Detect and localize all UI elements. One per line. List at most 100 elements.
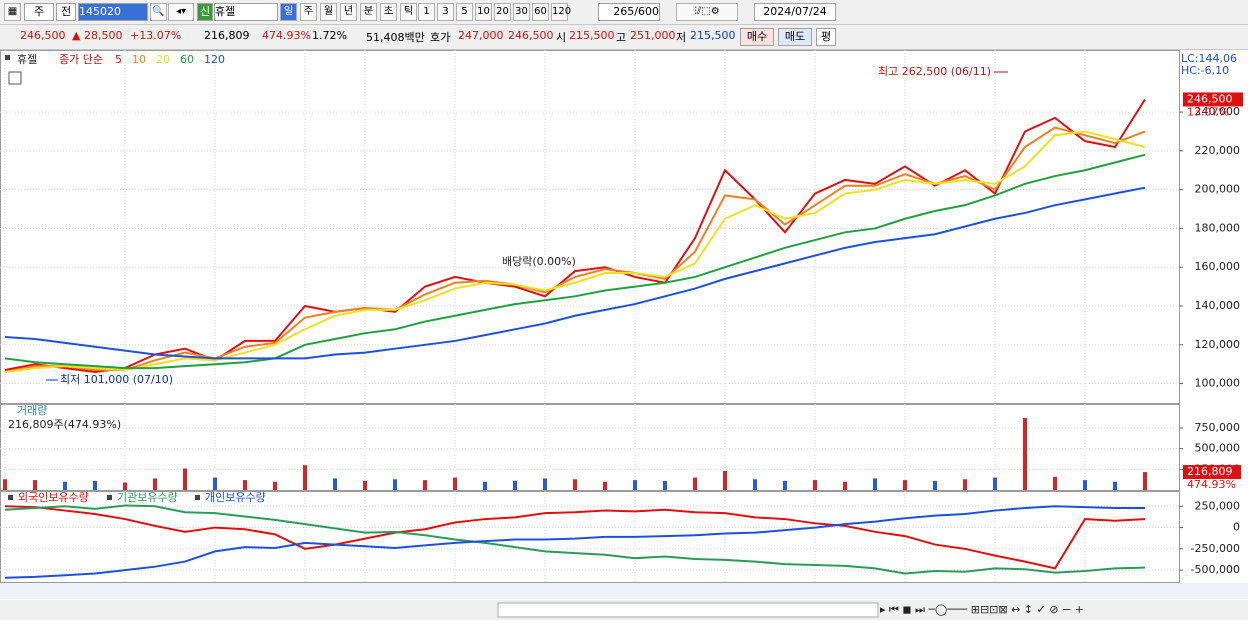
volume-bar: [363, 480, 367, 490]
period-tab[interactable]: 주: [300, 3, 317, 21]
series-line: [4, 153, 1146, 370]
y-tick-label: 240,000: [1195, 105, 1241, 118]
chart-area: 2023/0608091011122024/0102030405060707/2…: [0, 50, 1248, 621]
volume-bar: [153, 478, 157, 490]
interval-tab[interactable]: 5: [456, 3, 473, 21]
interval-tab[interactable]: 1: [418, 3, 435, 21]
volume-bar: [1053, 476, 1057, 490]
period-tab[interactable]: 월: [320, 3, 337, 21]
y-tick-label: 160,000: [1195, 260, 1241, 273]
interval-tab[interactable]: 30: [513, 3, 530, 21]
y-tick-label: 220,000: [1195, 144, 1241, 157]
x-axis-bg: [0, 583, 1248, 599]
eval-button[interactable]: 평: [816, 28, 836, 46]
code-input[interactable]: 145020: [78, 3, 148, 21]
icon[interactable]: ▦: [4, 3, 21, 21]
interval-tab[interactable]: 3: [437, 3, 454, 21]
volume-bar: [693, 477, 697, 490]
y-tick-label: 250,000: [1195, 499, 1241, 512]
legend-icon: [8, 495, 13, 500]
y-tick-label: 750,000: [1195, 421, 1241, 434]
scroll-controls: ▸ ⏮ ◼ ⏭ ─◯─── ⊞⊟⊡⊠ ↔ ↕ ✓ ⊘ − +: [880, 603, 1084, 616]
grid-button: [8, 71, 22, 85]
volume-bar: [813, 480, 817, 490]
panel-frame: [0, 491, 1180, 583]
y-tick-label: 180,000: [1195, 221, 1241, 234]
interval-tab[interactable]: 20: [494, 3, 511, 21]
legend-entry: 외국인보유수량: [18, 491, 89, 504]
count-value: 265: [613, 5, 635, 18]
panel-frame: [0, 404, 1180, 491]
last-price: 246,500: [1187, 92, 1233, 105]
market[interactable]: 주: [24, 3, 54, 21]
volume-bar: [843, 481, 847, 490]
panel-title: 휴젤: [17, 53, 37, 66]
sell-button[interactable]: 매도: [778, 28, 812, 46]
volume-bar: [303, 465, 307, 490]
scroll-thumb[interactable]: [497, 602, 879, 618]
sound[interactable]: ◂▾: [168, 3, 194, 21]
search[interactable]: 🔍: [150, 3, 167, 21]
legend-entry: 개인보유수량: [205, 491, 266, 504]
date[interactable]: 2024/07/24: [754, 3, 836, 21]
period-tab[interactable]: 년: [340, 3, 357, 21]
period-tab[interactable]: 초: [380, 3, 397, 21]
volume-bar: [993, 477, 997, 490]
interval-tab[interactable]: 60: [532, 3, 549, 21]
interval-tab[interactable]: 10: [475, 3, 492, 21]
open: 215,500: [569, 29, 615, 42]
y-tick-label: 120,000: [1195, 338, 1241, 351]
volume-bar: [123, 482, 127, 490]
mode[interactable]: 전: [56, 3, 76, 21]
volume-bar: [3, 479, 7, 490]
series-line: [4, 126, 1146, 373]
rate: +13.07%: [130, 29, 182, 42]
volume-bar: [753, 479, 757, 490]
last-volume-rate: 474.93%: [1187, 478, 1236, 491]
y-tick-label: 0: [1233, 521, 1240, 534]
y-tick-label: 500,000: [1195, 442, 1241, 455]
volume-bar: [663, 480, 667, 490]
volume-bar: [963, 479, 967, 490]
interval-tab[interactable]: 120: [551, 3, 571, 21]
volume: 216,809: [204, 29, 250, 42]
volume-bar: [783, 480, 787, 490]
volume-bar: [213, 477, 217, 490]
stock-name: 휴젤: [214, 3, 278, 21]
low: 215,500: [690, 29, 736, 42]
volume-bar: [423, 480, 427, 490]
legend-icon: [107, 495, 112, 500]
volume-bar: [33, 480, 37, 490]
ask-label: 호가: [430, 31, 451, 44]
legend-icon: [195, 495, 200, 500]
volume-rate: 474.93%: [262, 29, 311, 42]
volume-bar: [1023, 418, 1027, 490]
legend-entry: 120: [204, 53, 225, 66]
high: 251,000: [630, 29, 676, 42]
volume-bar: [903, 480, 907, 490]
ask: 247,000: [458, 29, 504, 42]
volume-bar: [393, 479, 397, 490]
buy-button[interactable]: 매수: [740, 28, 774, 46]
legend-entry: 10: [132, 53, 146, 66]
low-label: 저: [676, 31, 687, 44]
period-tab[interactable]: 틱: [400, 3, 417, 21]
last-change: 13.07%: [1187, 105, 1229, 118]
tools[interactable]: ⫶⫽⬚⚙: [676, 3, 738, 21]
period-tab[interactable]: 일: [280, 3, 297, 21]
volume-bar: [183, 468, 187, 490]
period-tab[interactable]: 분: [360, 3, 377, 21]
series-line: [4, 98, 1146, 373]
corner-label: HC:-6,10: [1181, 64, 1229, 77]
last-volume-box: [1183, 465, 1241, 480]
y-tick-label: 100,000: [1195, 377, 1241, 390]
volume-bar: [573, 479, 577, 490]
volume-bar: [543, 478, 547, 490]
corner-label: LC:144,06: [1181, 52, 1237, 65]
legend-icon: [5, 55, 10, 60]
count[interactable]: 265/600: [598, 3, 660, 21]
series-line: [4, 130, 1146, 373]
volume-bar: [513, 480, 517, 490]
high-label: 고: [616, 31, 627, 44]
